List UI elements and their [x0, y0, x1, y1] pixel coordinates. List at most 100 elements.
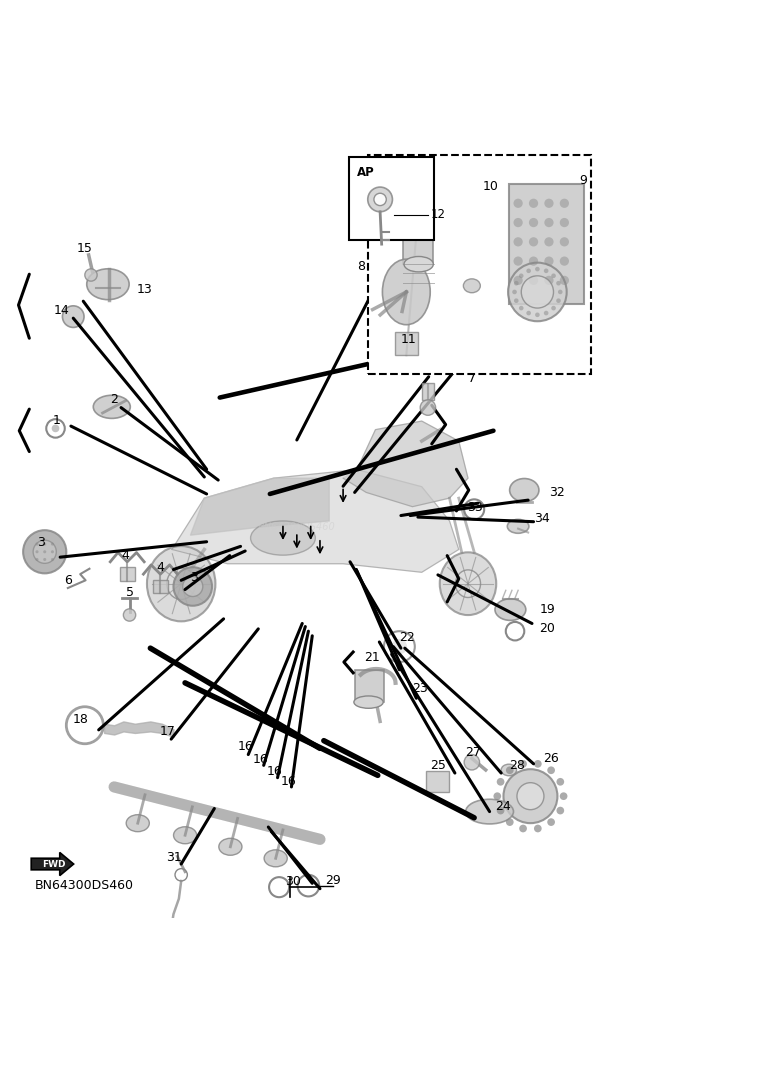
Ellipse shape	[466, 799, 513, 824]
Text: 10: 10	[483, 180, 498, 193]
Circle shape	[512, 290, 517, 294]
Bar	[403, 207, 433, 264]
Text: 15: 15	[77, 242, 93, 256]
Circle shape	[558, 290, 563, 294]
Circle shape	[527, 311, 531, 315]
Circle shape	[529, 218, 538, 227]
Circle shape	[551, 306, 556, 310]
Circle shape	[35, 542, 39, 545]
Text: 21: 21	[364, 651, 379, 663]
Ellipse shape	[382, 259, 430, 325]
Circle shape	[62, 306, 84, 327]
Circle shape	[497, 777, 504, 786]
Circle shape	[556, 281, 561, 285]
Circle shape	[51, 558, 54, 561]
Circle shape	[513, 199, 523, 208]
Text: 19: 19	[540, 603, 555, 616]
Text: 31: 31	[167, 851, 182, 865]
Circle shape	[43, 551, 46, 554]
Circle shape	[544, 257, 554, 266]
Bar	[355, 670, 384, 702]
Text: 28: 28	[509, 759, 524, 772]
Circle shape	[535, 267, 540, 272]
Circle shape	[560, 218, 569, 227]
Text: 30: 30	[285, 875, 301, 888]
Circle shape	[420, 399, 436, 415]
Text: 6: 6	[64, 574, 72, 587]
Text: 20: 20	[540, 622, 555, 636]
Text: 1: 1	[52, 414, 60, 427]
Text: 16: 16	[267, 765, 282, 779]
Text: BN64300DS460: BN64300DS460	[258, 522, 335, 531]
Circle shape	[544, 218, 554, 227]
Circle shape	[551, 274, 556, 278]
Text: 27: 27	[466, 746, 481, 758]
Circle shape	[556, 298, 561, 304]
Ellipse shape	[463, 279, 480, 293]
Text: AP: AP	[357, 166, 375, 179]
Text: 16: 16	[253, 753, 268, 767]
Text: 7: 7	[468, 372, 476, 384]
Ellipse shape	[167, 568, 196, 600]
Text: 12: 12	[431, 209, 446, 222]
Circle shape	[560, 276, 569, 285]
Ellipse shape	[495, 599, 526, 621]
Bar	[509, 184, 584, 304]
Text: 9: 9	[579, 174, 587, 186]
Circle shape	[557, 806, 564, 815]
Circle shape	[560, 792, 567, 800]
Circle shape	[513, 218, 523, 227]
Circle shape	[544, 237, 554, 246]
Text: 32: 32	[549, 486, 564, 498]
Ellipse shape	[507, 520, 529, 534]
Circle shape	[529, 276, 538, 285]
Text: 11: 11	[401, 333, 416, 346]
Circle shape	[517, 783, 544, 809]
Circle shape	[43, 542, 46, 545]
Circle shape	[529, 237, 538, 246]
Text: 25: 25	[430, 759, 446, 772]
Text: 14: 14	[54, 304, 69, 317]
Text: 16: 16	[237, 740, 253, 753]
Circle shape	[23, 530, 66, 573]
Text: 8: 8	[357, 260, 365, 273]
Circle shape	[519, 274, 524, 278]
Circle shape	[52, 425, 59, 432]
Text: BN64300DS460: BN64300DS460	[35, 879, 133, 892]
Circle shape	[560, 257, 569, 266]
Circle shape	[514, 298, 519, 304]
Ellipse shape	[404, 257, 433, 272]
Circle shape	[506, 818, 513, 826]
Circle shape	[123, 609, 136, 621]
Circle shape	[51, 551, 54, 554]
Text: 23: 23	[412, 682, 428, 694]
Circle shape	[506, 767, 513, 774]
Ellipse shape	[501, 765, 517, 775]
Circle shape	[33, 540, 56, 563]
Circle shape	[51, 542, 54, 545]
Polygon shape	[172, 470, 459, 572]
Circle shape	[560, 237, 569, 246]
Circle shape	[183, 576, 203, 596]
Circle shape	[392, 639, 407, 654]
Text: 33: 33	[467, 502, 483, 514]
Text: 18: 18	[73, 712, 89, 725]
Circle shape	[464, 754, 480, 770]
Text: 26: 26	[544, 752, 559, 765]
Circle shape	[527, 268, 531, 273]
Text: 17: 17	[160, 725, 176, 738]
Bar	[422, 383, 434, 399]
Circle shape	[535, 312, 540, 317]
Bar	[120, 568, 135, 581]
Ellipse shape	[173, 826, 197, 843]
Text: 22: 22	[399, 630, 415, 644]
Circle shape	[519, 760, 527, 768]
Circle shape	[374, 193, 386, 206]
Circle shape	[508, 263, 567, 322]
Ellipse shape	[219, 838, 242, 855]
Circle shape	[513, 276, 523, 285]
Circle shape	[35, 551, 39, 554]
Ellipse shape	[510, 478, 539, 502]
Polygon shape	[32, 852, 73, 875]
Circle shape	[534, 824, 542, 833]
